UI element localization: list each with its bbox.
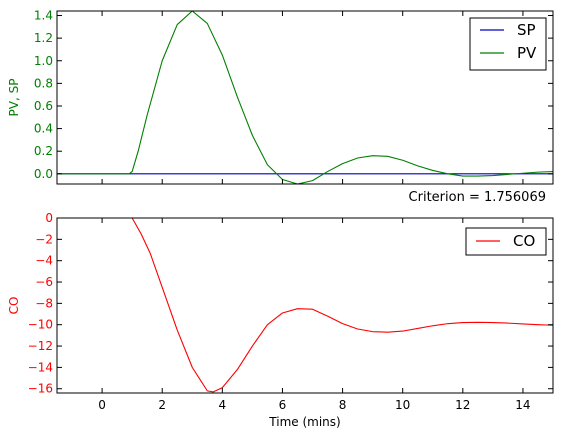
x-tick-label: 10 <box>395 398 410 412</box>
y-tick-label: −4 <box>35 254 53 268</box>
y-tick-label: 0 <box>45 211 53 225</box>
y-tick-label: 1.0 <box>34 54 53 68</box>
legend-label-co: CO <box>513 232 535 250</box>
y-tick-label: −6 <box>35 275 53 289</box>
y-tick-label: 0.0 <box>34 167 53 181</box>
y-tick-label: 0.2 <box>34 144 53 158</box>
plot-frame <box>56 217 554 394</box>
x-tick-label: 14 <box>515 398 530 412</box>
y-tick-label: 0.6 <box>34 99 53 113</box>
x-tick-label: 0 <box>98 398 106 412</box>
co-panel: 0 2 4 6 8 10 12 14 0 −2 −4 −6 −8 −10 −12 −14 −16 CO Time (… <box>7 211 554 429</box>
y-tick-label: −8 <box>35 296 53 310</box>
y-tick-label: −16 <box>28 382 53 396</box>
pv-sp-panel: 0.0 0.2 0.4 0.6 0.8 1.0 1.2 1.4 PV, SP SP PV <box>7 9 554 185</box>
criterion-label: Criterion = 1.756069 <box>409 190 546 205</box>
series-line-pv <box>57 11 553 184</box>
legend-label-sp: SP <box>517 21 536 39</box>
y-axis-label: CO <box>7 297 21 315</box>
legend-box <box>469 17 547 71</box>
y-tick-label: 0.4 <box>34 122 53 136</box>
x-tick-label: 2 <box>158 398 166 412</box>
legend-label-pv: PV <box>517 44 537 62</box>
x-axis-label: Time (mins) <box>268 415 340 429</box>
y-tick-label: −2 <box>35 232 53 246</box>
series-line-co <box>131 218 553 393</box>
y-tick-label: −14 <box>28 360 53 374</box>
x-tick-label: 12 <box>455 398 470 412</box>
y-tick-label: −12 <box>28 339 53 353</box>
y-tick-label: −10 <box>28 318 53 332</box>
x-tick-label: 6 <box>279 398 287 412</box>
plot-frame <box>56 10 554 185</box>
x-tick-label: 8 <box>339 398 347 412</box>
y-tick-label: 0.8 <box>34 76 53 90</box>
x-tick-label: 4 <box>219 398 227 412</box>
y-tick-label: 1.2 <box>34 31 53 45</box>
y-tick-label: 1.4 <box>34 9 53 23</box>
y-axis-label: PV, SP <box>7 79 21 117</box>
